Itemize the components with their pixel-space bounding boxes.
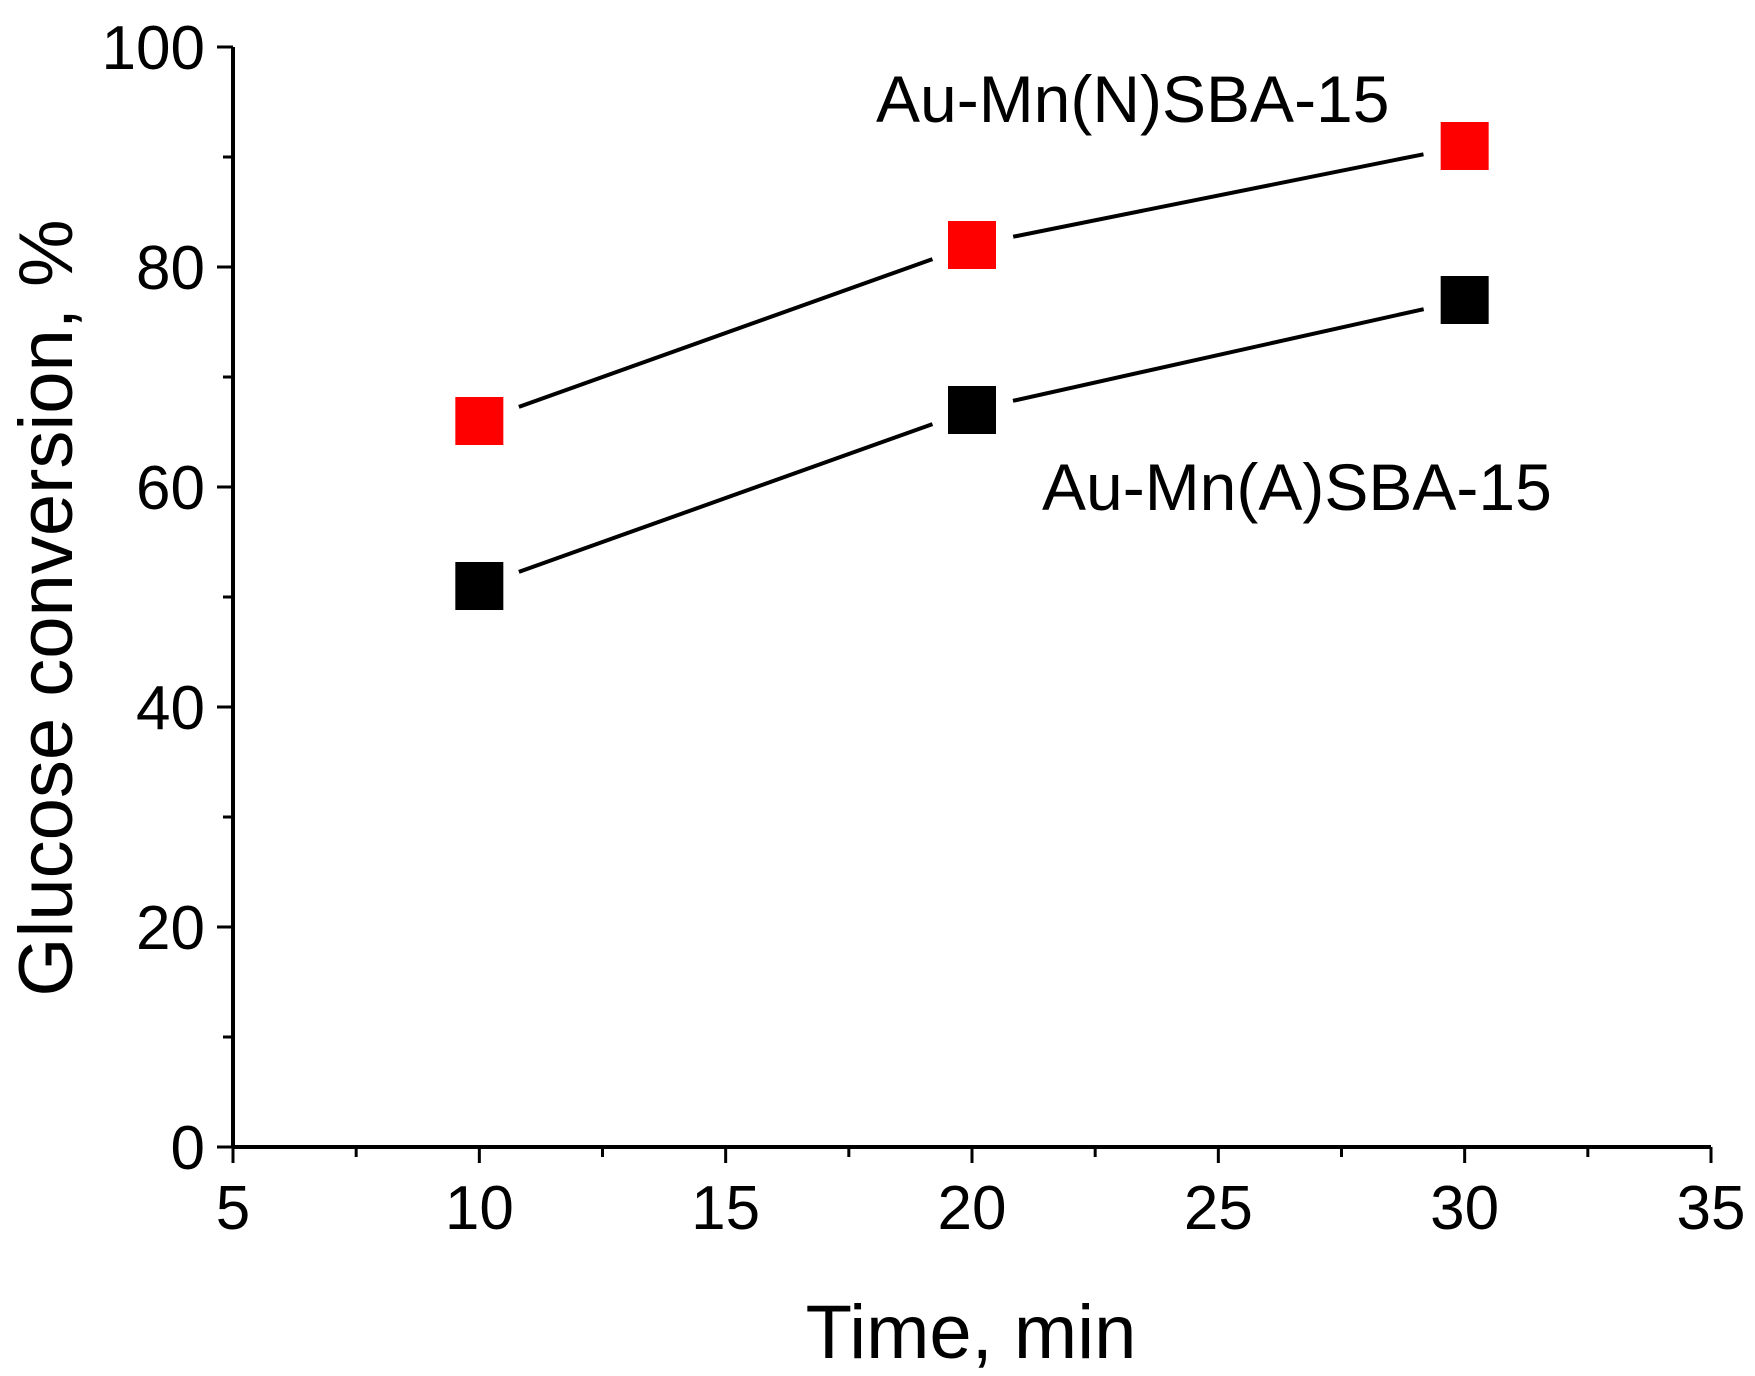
x-tick-label: 5 <box>216 1174 250 1243</box>
x-axis-title: Time, min <box>806 1290 1137 1375</box>
series-line-segment <box>518 422 934 574</box>
series-line-segment <box>1012 152 1424 239</box>
y-tick-label: 80 <box>136 234 205 303</box>
series-line-segment <box>1012 307 1425 403</box>
y-tick-label: 100 <box>102 14 205 83</box>
y-tick-label: 20 <box>136 894 205 963</box>
y-tick-label: 0 <box>171 1114 205 1183</box>
y-tick-label: 40 <box>136 674 205 743</box>
x-ticks: 5 10 15 20 25 30 35 <box>216 1147 1746 1243</box>
x-tick-label: 10 <box>445 1174 514 1243</box>
y-axis-title: Glucose conversion, % <box>4 219 89 996</box>
series-label-au-mn-n-sba-15: Au-Mn(N)SBA-15 <box>876 62 1389 136</box>
series-layer <box>455 122 1489 610</box>
data-point-marker <box>948 386 996 434</box>
x-tick-label: 30 <box>1430 1174 1499 1243</box>
data-point-marker <box>948 221 996 269</box>
x-tick-label: 35 <box>1677 1174 1746 1243</box>
y-tick-label: 60 <box>136 454 205 523</box>
x-tick-label: 20 <box>938 1174 1007 1243</box>
series-line-segment <box>518 257 934 409</box>
axes <box>231 47 1711 1149</box>
data-point-marker <box>455 397 504 445</box>
x-tick-label: 15 <box>691 1174 760 1243</box>
series-label-au-mn-a-sba-15: Au-Mn(A)SBA-15 <box>1042 450 1552 524</box>
series-1 <box>455 276 1489 610</box>
data-point-marker <box>1440 276 1489 324</box>
series-0 <box>455 122 1489 445</box>
y-ticks: 0 20 40 60 80 100 <box>102 14 233 1183</box>
x-tick-label: 25 <box>1184 1174 1253 1243</box>
data-point-marker <box>1440 122 1489 170</box>
data-point-marker <box>455 562 504 610</box>
